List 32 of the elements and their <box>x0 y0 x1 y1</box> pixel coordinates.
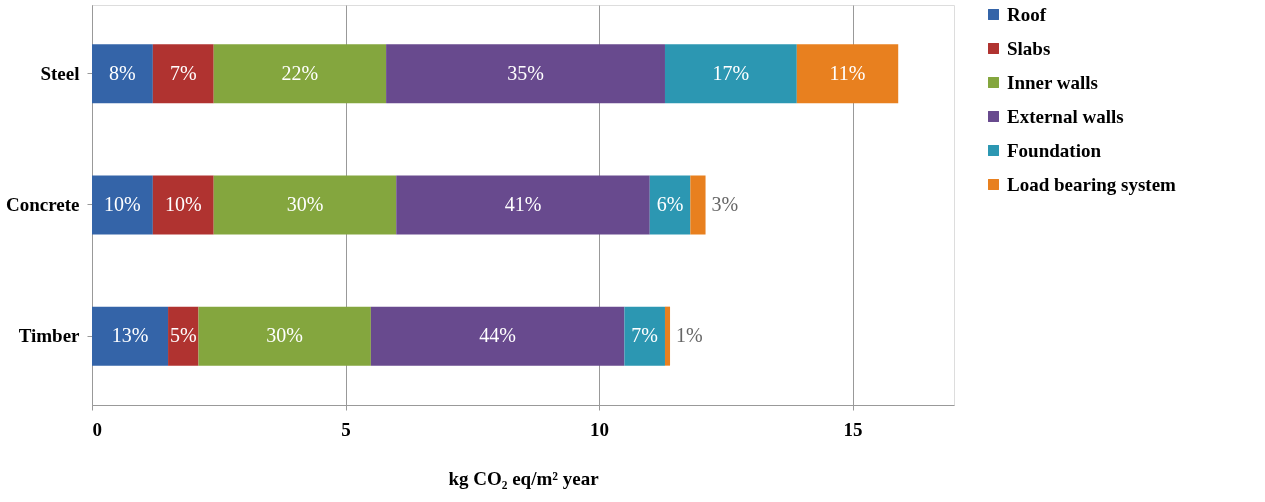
legend-label: Foundation <box>1007 139 1102 161</box>
y-tick-label: Timber <box>18 325 81 347</box>
annotation: 8% <box>109 61 136 84</box>
legend-label: Inner walls <box>1007 71 1098 93</box>
annotation: 17% <box>712 61 750 84</box>
annotation: 3% <box>711 193 739 215</box>
x-tick-label: 15 <box>843 418 863 440</box>
x-tick-label: 0 <box>92 418 102 440</box>
annotation: 1% <box>676 324 703 347</box>
annotation: 41% <box>504 193 542 215</box>
annotation: 6% <box>656 193 684 215</box>
x-tick-label: 5 <box>341 418 351 440</box>
x-axis-title: kg CO₂ eq/m² year <box>448 467 600 489</box>
legend-label: Roof <box>1007 3 1047 25</box>
annotation: 30% <box>266 324 304 347</box>
legend-label: Slabs <box>1007 37 1051 59</box>
annotation: 7% <box>631 324 659 347</box>
annotation: 7% <box>169 61 197 84</box>
legend-label: Load bearing system <box>1007 173 1177 195</box>
y-tick-label: Steel <box>40 62 80 84</box>
annotation: 10% <box>164 193 202 215</box>
annotation: 11% <box>829 61 866 84</box>
annotation: 10% <box>104 193 141 215</box>
annotation: 5% <box>169 324 197 347</box>
annotation: 22% <box>281 61 319 84</box>
x-tick-label: 10 <box>590 418 610 440</box>
y-tick-label: Concrete <box>5 194 80 215</box>
legend-label: External walls <box>1007 105 1124 127</box>
annotation: 44% <box>479 324 516 347</box>
annotation: 35% <box>507 61 544 84</box>
annotation: 13% <box>111 324 149 347</box>
annotation: 30% <box>286 193 324 215</box>
